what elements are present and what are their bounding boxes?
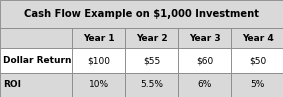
Text: Year 2: Year 2 <box>136 34 168 43</box>
Text: ROI: ROI <box>3 80 21 89</box>
Bar <box>125 73 178 97</box>
Bar <box>0 28 72 48</box>
Text: Cash Flow Example on $1,000 Investment: Cash Flow Example on $1,000 Investment <box>24 9 259 19</box>
Text: 6%: 6% <box>198 80 212 89</box>
Text: $100: $100 <box>87 56 110 65</box>
Text: 5%: 5% <box>251 80 265 89</box>
Text: $60: $60 <box>196 56 213 65</box>
Text: Dollar Return: Dollar Return <box>3 56 71 65</box>
Bar <box>0 0 283 28</box>
Text: $55: $55 <box>143 56 160 65</box>
Bar <box>125 48 178 73</box>
Bar <box>72 48 125 73</box>
Bar <box>178 48 231 73</box>
Bar <box>231 73 283 97</box>
Text: Year 4: Year 4 <box>242 34 274 43</box>
Bar <box>72 73 125 97</box>
Text: Year 3: Year 3 <box>189 34 221 43</box>
Bar <box>231 28 283 48</box>
Bar <box>231 48 283 73</box>
Bar <box>72 28 125 48</box>
Text: 10%: 10% <box>89 80 109 89</box>
Bar <box>0 48 72 73</box>
Bar <box>178 28 231 48</box>
Text: Year 1: Year 1 <box>83 34 115 43</box>
Text: $50: $50 <box>249 56 267 65</box>
Bar <box>125 28 178 48</box>
Text: 5.5%: 5.5% <box>140 80 163 89</box>
Bar <box>178 73 231 97</box>
Bar <box>0 73 72 97</box>
